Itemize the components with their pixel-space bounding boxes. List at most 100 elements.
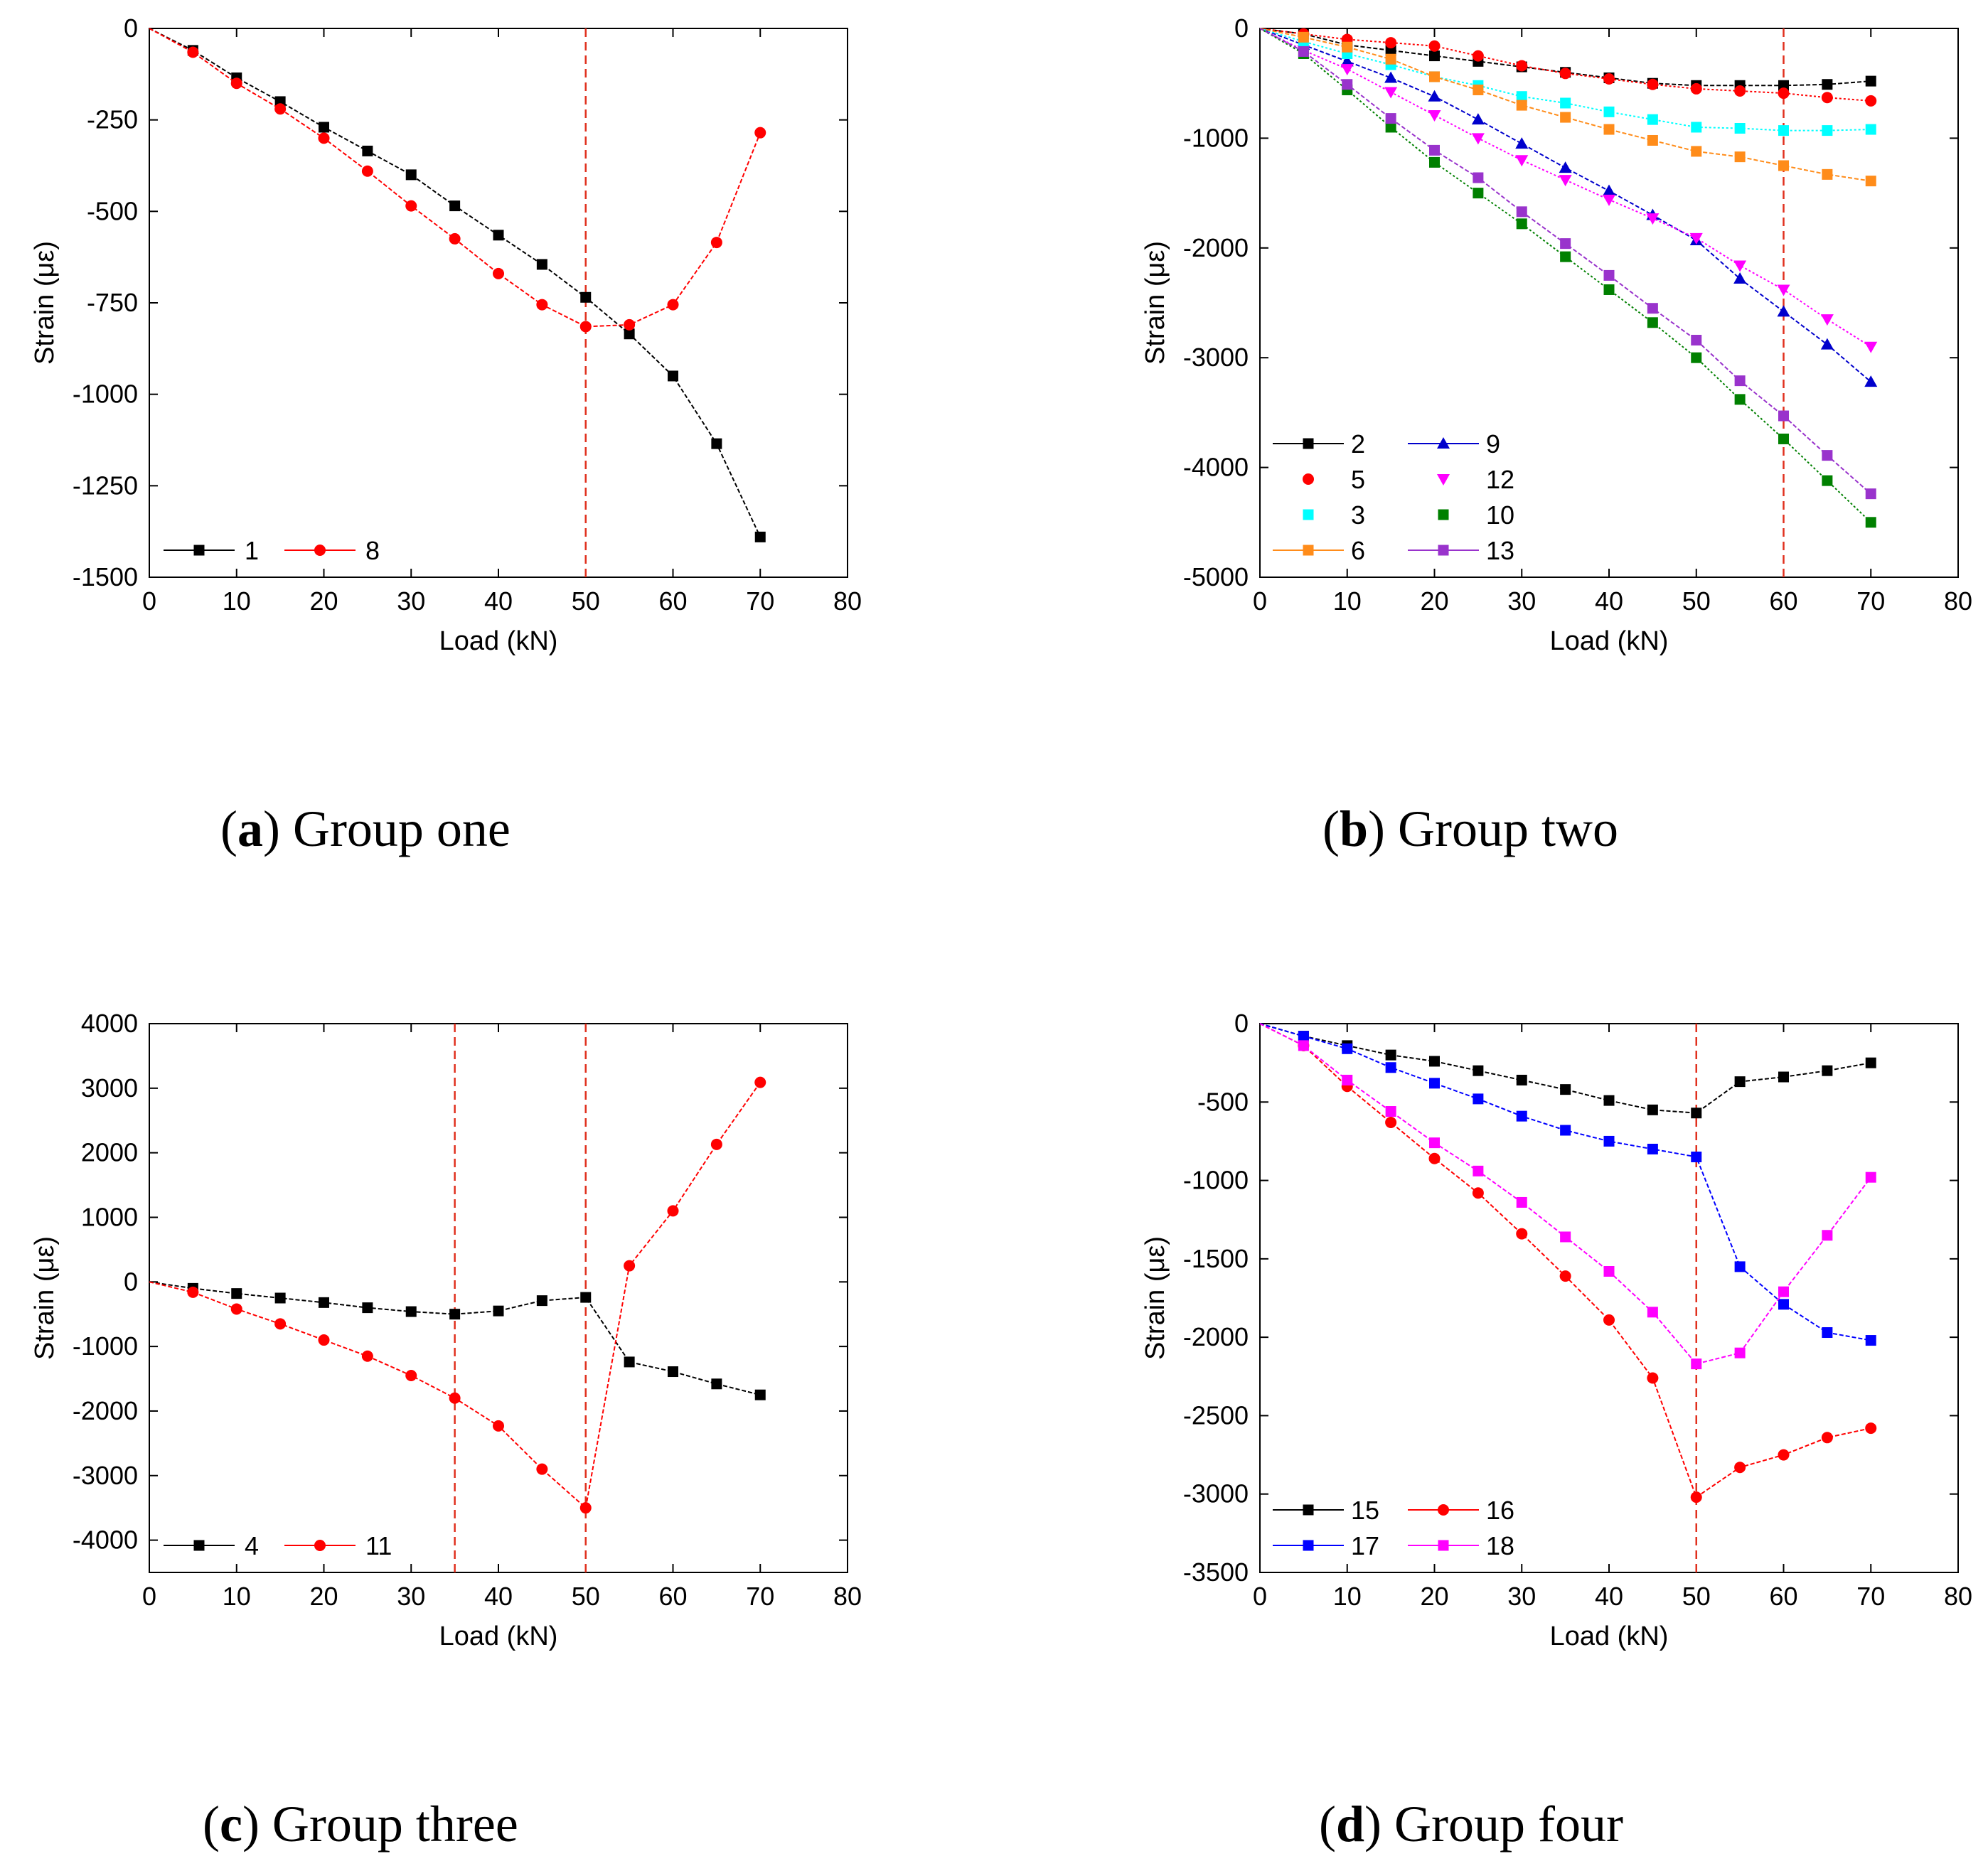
data-point <box>493 1305 504 1317</box>
data-point <box>1865 1057 1876 1068</box>
data-point <box>1865 1172 1876 1183</box>
data-point <box>754 1389 766 1400</box>
data-point <box>1691 352 1702 363</box>
data-point <box>319 122 329 133</box>
y-tick-label: -4000 <box>73 1526 138 1555</box>
data-point <box>624 1260 636 1272</box>
data-point <box>493 267 504 279</box>
series-16 <box>1259 1023 1877 1503</box>
data-point <box>1473 188 1484 199</box>
caption-letter: b <box>1340 800 1368 857</box>
data-point <box>624 318 636 331</box>
data-point <box>187 1286 199 1298</box>
data-point <box>1778 160 1789 171</box>
data-point <box>1560 251 1571 262</box>
legend-label: 16 <box>1486 1496 1514 1525</box>
data-point <box>1647 114 1658 125</box>
data-point <box>1471 133 1485 145</box>
y-axis-title: Strain (με) <box>1140 241 1170 365</box>
data-point <box>668 370 678 382</box>
data-point <box>1603 269 1615 281</box>
legend-label: 17 <box>1351 1531 1379 1560</box>
data-point <box>493 230 504 241</box>
data-point <box>579 321 592 333</box>
data-point <box>318 1334 330 1346</box>
data-point <box>624 328 635 340</box>
data-point <box>362 1302 373 1314</box>
data-point <box>1603 1095 1615 1106</box>
data-point <box>1473 1065 1484 1076</box>
x-tick-label: 40 <box>1595 1582 1623 1611</box>
data-point <box>1865 517 1876 528</box>
panel-caption: (b) Group two <box>1322 800 1618 857</box>
caption-letter: d <box>1336 1796 1364 1853</box>
data-point <box>1647 78 1659 90</box>
data-point <box>536 259 547 270</box>
chart-panel-c: 0 10 20 30 40 50 60 70 80 4000 3000 2000 1000 0 -1000 -… <box>30 1009 862 1853</box>
data-point <box>405 1369 417 1381</box>
data-point <box>1385 1106 1396 1117</box>
data-point <box>1559 161 1572 173</box>
data-point <box>1516 1228 1528 1240</box>
data-point <box>579 1502 592 1514</box>
data-point <box>449 1309 461 1320</box>
data-point <box>1647 1372 1659 1384</box>
data-point <box>1777 284 1790 296</box>
data-point <box>1298 1040 1309 1051</box>
data-point <box>1647 317 1658 328</box>
legend-marker <box>1303 509 1314 520</box>
data-point <box>1385 122 1396 133</box>
data-point <box>230 77 242 90</box>
caption-open-paren: ( <box>1319 1796 1336 1853</box>
series-18 <box>1259 1023 1876 1370</box>
y-tick-label: 0 <box>124 14 138 43</box>
data-point <box>1821 1432 1833 1444</box>
y-tick-label: -1000 <box>1183 123 1249 152</box>
data-point <box>1429 71 1440 82</box>
data-point <box>1865 488 1876 500</box>
legend-marker <box>1303 1540 1314 1551</box>
data-point <box>580 291 592 303</box>
data-point <box>668 1366 678 1378</box>
data-point <box>361 1350 373 1362</box>
data-point <box>1385 113 1396 124</box>
caption-open-paren: ( <box>203 1796 220 1853</box>
data-point <box>361 165 373 177</box>
legend-marker <box>1303 473 1314 485</box>
data-point <box>1778 87 1790 100</box>
caption-text: ) Group four <box>1364 1796 1623 1853</box>
data-point <box>1864 375 1878 387</box>
data-point <box>1559 1270 1571 1282</box>
data-point <box>1734 151 1746 163</box>
data-point <box>319 1297 329 1308</box>
data-point <box>1429 1056 1440 1067</box>
data-point <box>1603 1266 1615 1277</box>
x-tick-label: 50 <box>572 586 600 616</box>
x-tick-label: 40 <box>484 1582 513 1611</box>
legend-marker <box>1438 1504 1449 1516</box>
series-15 <box>1259 1023 1876 1119</box>
data-point <box>1865 176 1876 187</box>
legend-marker <box>193 1540 205 1551</box>
data-point <box>1603 106 1615 117</box>
data-point <box>1822 1230 1833 1241</box>
data-point <box>362 145 373 156</box>
data-point <box>187 46 199 58</box>
caption-text: ) Group three <box>242 1796 518 1853</box>
data-point <box>754 1076 766 1088</box>
data-point <box>1471 113 1485 125</box>
data-point <box>318 132 330 144</box>
legend-label: 12 <box>1486 465 1514 494</box>
data-point <box>1647 1143 1658 1154</box>
x-tick-label: 70 <box>746 586 774 616</box>
data-point <box>274 103 287 115</box>
data-point <box>1778 1286 1789 1297</box>
y-tick-label: -3000 <box>73 1461 138 1490</box>
data-point <box>1822 125 1833 136</box>
data-point <box>1822 168 1833 180</box>
y-tick-label: -1250 <box>73 471 138 500</box>
data-point <box>1822 1065 1833 1076</box>
legend-marker <box>314 1540 326 1551</box>
data-point <box>1647 134 1658 146</box>
y-tick-label: -5000 <box>1183 562 1249 591</box>
